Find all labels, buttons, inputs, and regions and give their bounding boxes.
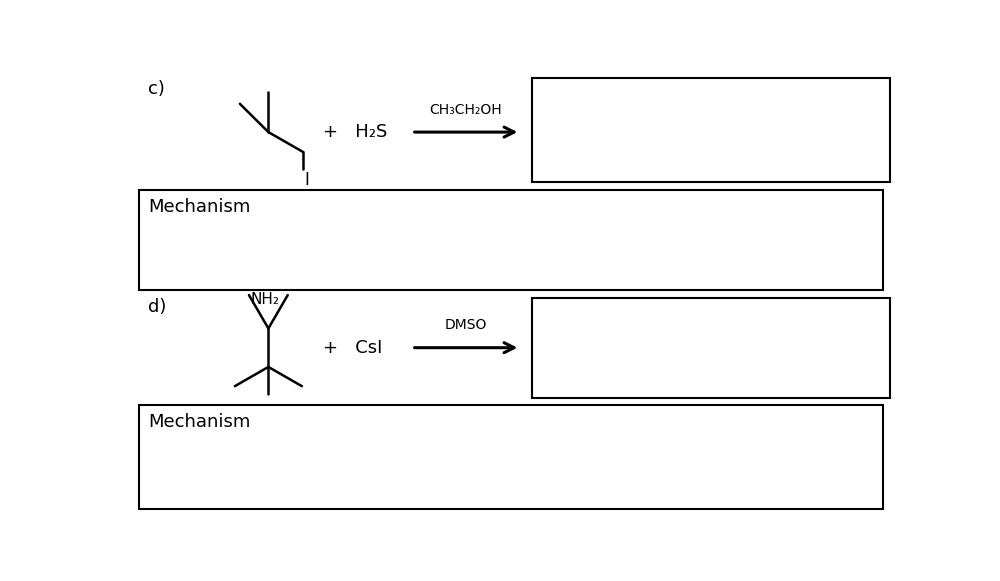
Text: +   H₂S: + H₂S	[323, 123, 387, 141]
Bar	[139, 190, 883, 290]
Text: CH₃CH₂OH: CH₃CH₂OH	[430, 103, 502, 117]
Bar	[532, 297, 890, 398]
Bar	[139, 406, 883, 510]
Bar	[532, 78, 890, 182]
Text: Mechanism: Mechanism	[148, 198, 251, 216]
Text: NH₂: NH₂	[250, 292, 279, 307]
Text: d): d)	[148, 297, 167, 315]
Text: I: I	[305, 171, 310, 189]
Text: +   CsI: + CsI	[323, 339, 382, 357]
Text: DMSO: DMSO	[445, 318, 487, 332]
Text: Mechanism: Mechanism	[148, 413, 251, 431]
Text: c): c)	[148, 80, 165, 98]
